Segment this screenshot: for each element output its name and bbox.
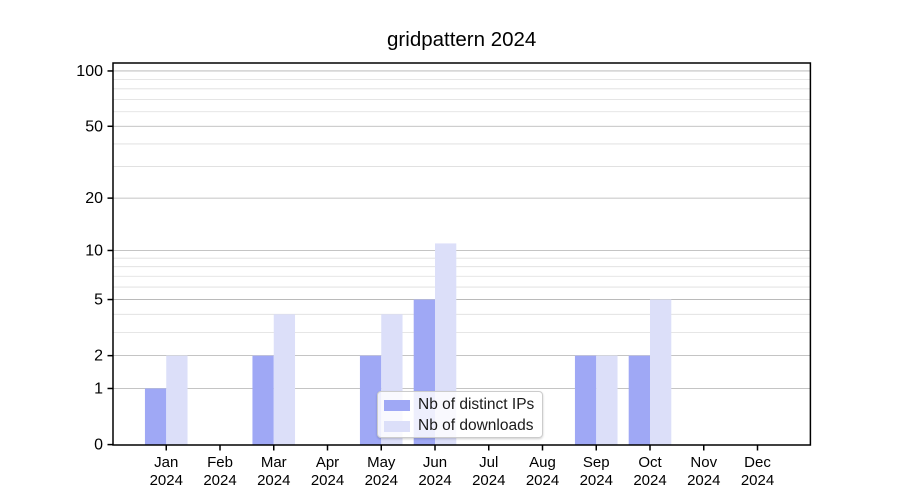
svg-text:2024: 2024 <box>741 472 774 489</box>
svg-text:Mar: Mar <box>261 454 287 471</box>
svg-text:2024: 2024 <box>472 472 505 489</box>
svg-text:Dec: Dec <box>744 454 771 471</box>
svg-text:1: 1 <box>94 380 103 397</box>
svg-text:Aug: Aug <box>529 454 556 471</box>
svg-text:50: 50 <box>85 118 103 135</box>
svg-text:Feb: Feb <box>207 454 233 471</box>
svg-text:May: May <box>367 454 396 471</box>
svg-text:Apr: Apr <box>316 454 339 471</box>
svg-text:2024: 2024 <box>257 472 290 489</box>
svg-text:2024: 2024 <box>203 472 236 489</box>
svg-text:5: 5 <box>94 292 103 309</box>
svg-text:2024: 2024 <box>150 472 183 489</box>
svg-text:20: 20 <box>85 190 103 207</box>
svg-text:Nov: Nov <box>690 454 717 471</box>
svg-text:Jun: Jun <box>423 454 447 471</box>
svg-text:2024: 2024 <box>687 472 720 489</box>
svg-text:2024: 2024 <box>580 472 613 489</box>
svg-text:Jan: Jan <box>154 454 178 471</box>
svg-text:2: 2 <box>94 348 103 365</box>
svg-text:2024: 2024 <box>365 472 398 489</box>
svg-text:100: 100 <box>76 63 103 80</box>
svg-text:10: 10 <box>85 242 103 259</box>
svg-text:Oct: Oct <box>638 454 662 471</box>
svg-text:2024: 2024 <box>526 472 559 489</box>
svg-text:Jul: Jul <box>479 454 498 471</box>
svg-text:gridpattern 2024: gridpattern 2024 <box>387 28 536 51</box>
svg-text:2024: 2024 <box>633 472 666 489</box>
svg-text:2024: 2024 <box>418 472 451 489</box>
svg-text:0: 0 <box>94 437 103 454</box>
svg-text:2024: 2024 <box>311 472 344 489</box>
svg-text:Sep: Sep <box>583 454 610 471</box>
